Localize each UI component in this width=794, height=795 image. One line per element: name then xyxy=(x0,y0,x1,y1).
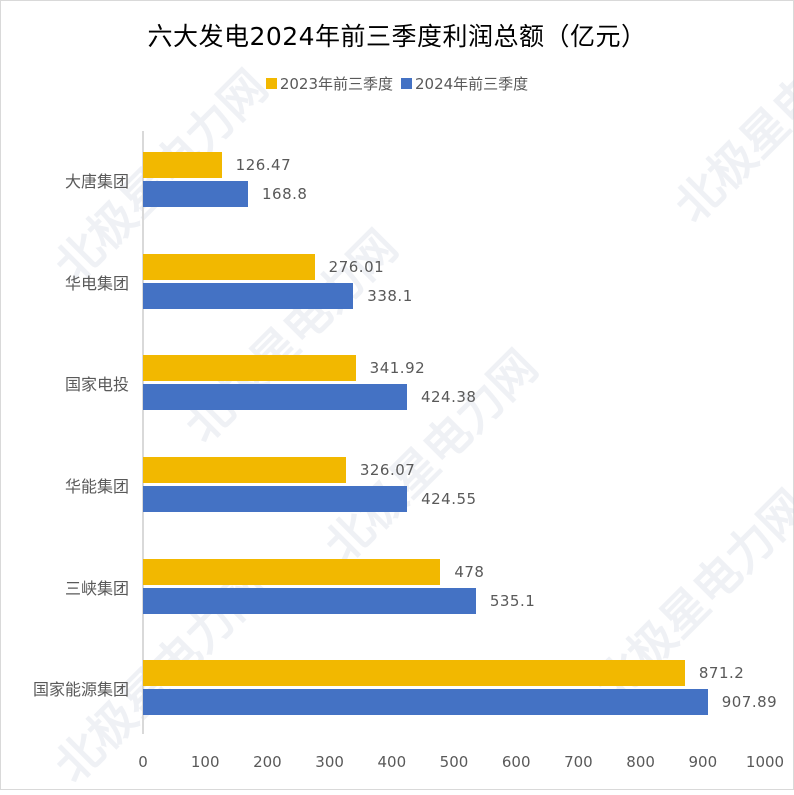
data-label: 424.55 xyxy=(421,490,477,508)
category-label: 大唐集团 xyxy=(64,172,129,191)
bar-2024[interactable] xyxy=(143,384,407,410)
bar-2024[interactable] xyxy=(143,181,248,207)
x-tick-label: 0 xyxy=(138,753,148,771)
x-tick-label: 800 xyxy=(626,753,655,771)
x-tick-label: 600 xyxy=(501,753,531,771)
data-label: 276.01 xyxy=(328,258,385,276)
data-label: 338.1 xyxy=(367,287,413,305)
category-label: 华电集团 xyxy=(64,274,129,293)
bar-2024[interactable] xyxy=(143,588,476,614)
data-label: 168.8 xyxy=(261,185,308,203)
category-label: 国家电投 xyxy=(64,375,129,394)
data-label: 341.92 xyxy=(369,359,426,377)
x-tick-label: 100 xyxy=(190,753,220,771)
legend: 2023年前三季度 2024年前三季度 xyxy=(1,73,793,94)
legend-label-2024: 2024年前三季度 xyxy=(415,75,529,93)
legend-item-2023[interactable]: 2023年前三季度 xyxy=(265,73,393,94)
x-tick-label: 200 xyxy=(253,753,282,771)
x-tick-label: 700 xyxy=(564,753,593,771)
x-tick-label: 400 xyxy=(377,753,407,771)
category-label: 三峡集团 xyxy=(64,579,129,598)
data-label: 907.89 xyxy=(721,693,778,711)
bar-2023[interactable] xyxy=(143,559,441,585)
legend-swatch-2023 xyxy=(265,78,277,89)
x-tick-label: 1000 xyxy=(745,753,785,771)
bar-2023[interactable] xyxy=(143,660,685,686)
bar-2023[interactable] xyxy=(143,254,315,280)
data-label: 535.1 xyxy=(489,592,536,610)
category-label: 国家能源集团 xyxy=(32,680,129,699)
data-label: 126.47 xyxy=(235,156,292,174)
legend-swatch-2024 xyxy=(401,78,412,89)
watermark-text: 北极星电力网 xyxy=(174,219,408,453)
x-tick-label: 500 xyxy=(439,753,469,771)
data-label: 871.2 xyxy=(698,664,745,682)
x-tick-label: 300 xyxy=(315,753,344,771)
data-label: 326.07 xyxy=(359,461,416,479)
data-label: 478 xyxy=(454,563,485,581)
bar-2024[interactable] xyxy=(143,486,408,512)
bar-2023[interactable] xyxy=(143,355,356,381)
x-tick-label: 900 xyxy=(688,753,718,771)
chart-title: 六大发电2024年前三季度利润总额（亿元） xyxy=(147,22,647,51)
bar-2024[interactable] xyxy=(143,689,708,715)
bar-2023[interactable] xyxy=(143,457,346,483)
y-axis-line xyxy=(142,131,144,734)
legend-item-2024[interactable]: 2024年前三季度 xyxy=(401,73,528,94)
bar-2024[interactable] xyxy=(143,283,354,309)
data-label: 424.38 xyxy=(420,388,477,406)
legend-label-2023: 2023年前三季度 xyxy=(279,75,393,93)
category-label: 华能集团 xyxy=(64,477,129,496)
bar-2023[interactable] xyxy=(143,152,222,178)
